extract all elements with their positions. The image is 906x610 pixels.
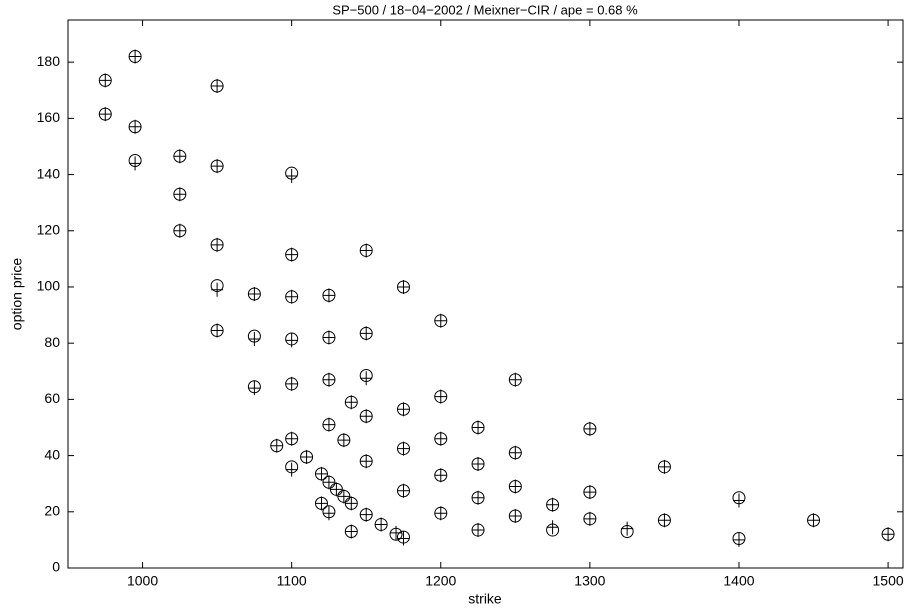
y-tick-label: 0 [52, 559, 60, 575]
y-tick-label: 60 [44, 390, 60, 406]
plus-marker [270, 438, 283, 453]
chart-title: SP−500 / 18−04−2002 / Meixner−CIR / ape … [332, 2, 638, 17]
plus-marker [322, 475, 335, 490]
plus-marker [315, 466, 328, 481]
plus-marker [472, 420, 485, 435]
plus-marker [211, 79, 224, 94]
plus-marker [397, 402, 410, 417]
plus-marker [211, 159, 224, 174]
plus-marker [360, 454, 373, 469]
y-tick-label: 80 [44, 334, 60, 350]
plus-marker [583, 511, 596, 526]
plus-marker [211, 237, 224, 252]
plus-marker [248, 287, 261, 301]
plus-marker [285, 376, 298, 391]
y-tick-label: 180 [37, 53, 61, 69]
y-axis-label: option price [9, 258, 25, 331]
plus-marker [315, 496, 328, 511]
plus-marker [322, 288, 335, 303]
plus-marker [129, 156, 142, 171]
y-tick-label: 20 [44, 502, 60, 518]
plus-marker [658, 513, 671, 528]
plus-marker [129, 49, 142, 64]
plus-marker [583, 421, 596, 436]
plus-marker [337, 433, 350, 448]
plus-marker [546, 520, 559, 535]
y-tick-label: 40 [44, 446, 60, 462]
plus-marker [345, 524, 358, 539]
plus-marker [658, 459, 671, 474]
plot-frame [67, 19, 904, 569]
x-tick-label: 1400 [723, 573, 754, 589]
plus-marker [546, 497, 559, 512]
plus-marker [99, 73, 112, 88]
x-tick-label: 1200 [425, 573, 456, 589]
plus-marker [300, 449, 313, 464]
plus-marker [322, 372, 335, 387]
plus-marker [434, 506, 447, 521]
plus-marker [434, 468, 447, 483]
plus-marker [509, 445, 522, 460]
plus-marker [583, 485, 596, 500]
plus-marker [322, 506, 335, 521]
plus-marker [345, 496, 358, 511]
x-tick-label: 1000 [127, 573, 158, 589]
plus-marker [397, 531, 410, 546]
y-tick-label: 160 [37, 109, 61, 125]
plus-marker [173, 223, 186, 238]
plus-marker [732, 532, 745, 547]
plus-marker [285, 431, 298, 446]
plus-marker [509, 372, 522, 387]
plus-marker [211, 282, 224, 297]
plus-marker [509, 509, 522, 524]
plus-marker [99, 107, 112, 122]
plus-marker [129, 119, 142, 134]
plus-marker [397, 441, 410, 456]
plus-marker [248, 331, 261, 346]
y-tick-label: 120 [37, 221, 61, 237]
plus-marker [472, 523, 485, 538]
plus-marker [882, 527, 895, 542]
plus-marker [472, 457, 485, 472]
plus-marker [173, 149, 186, 164]
x-axis-label: strike [468, 591, 502, 607]
x-tick-label: 1500 [873, 573, 904, 589]
plus-marker [360, 371, 373, 386]
x-tick-label: 1100 [277, 573, 307, 589]
plus-marker [807, 513, 820, 528]
plus-marker [285, 333, 298, 348]
plus-marker [285, 289, 298, 304]
plus-marker [322, 330, 335, 345]
plus-marker [360, 507, 373, 522]
plus-marker [434, 431, 447, 446]
plus-marker [360, 409, 373, 424]
plus-marker [732, 493, 745, 508]
plus-marker [472, 490, 485, 505]
plus-marker [173, 187, 186, 202]
plus-marker [248, 381, 261, 396]
y-tick-label: 140 [37, 165, 61, 181]
plus-marker [330, 482, 343, 497]
plus-marker [434, 313, 447, 328]
plus-marker [397, 483, 410, 498]
plus-marker [434, 389, 447, 404]
plus-marker [360, 326, 373, 341]
plus-marker [375, 517, 388, 532]
plus-marker [509, 479, 522, 494]
plus-marker [345, 395, 358, 410]
plus-marker [360, 243, 373, 258]
plus-marker [621, 521, 634, 536]
plus-marker [285, 168, 298, 183]
plus-marker [337, 489, 350, 504]
plus-marker [285, 247, 298, 262]
y-tick-label: 100 [37, 278, 61, 294]
plus-marker [285, 462, 298, 477]
x-tick-label: 1300 [574, 573, 605, 589]
plus-marker [390, 525, 403, 540]
plus-marker [397, 279, 410, 294]
plus-marker [211, 323, 224, 338]
plus-marker [322, 417, 335, 432]
